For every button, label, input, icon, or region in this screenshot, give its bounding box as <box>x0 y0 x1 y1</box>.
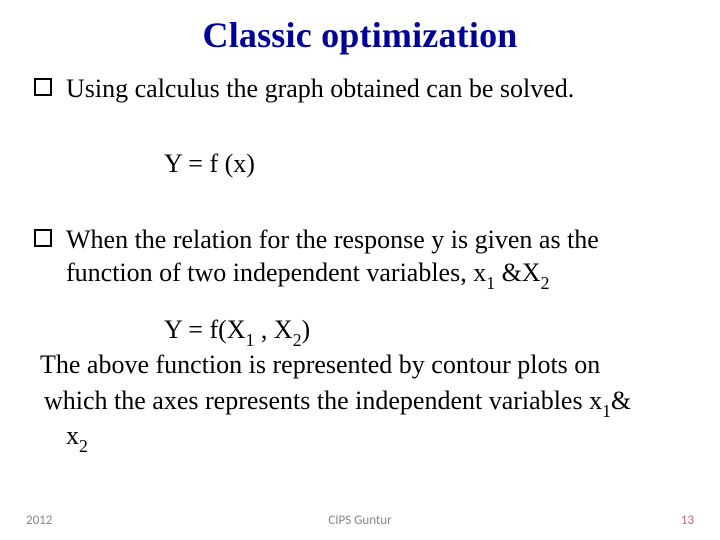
slide: Classic optimization Using calculus the … <box>0 0 720 540</box>
page-title: Classic optimization <box>0 14 720 56</box>
footer-center: CIPS Guntur <box>0 513 720 528</box>
equation-1: Y = f (x) <box>164 147 689 180</box>
bullet-text-line1: When the relation for the response y is … <box>66 225 599 254</box>
square-bullet-icon <box>34 229 52 247</box>
p2-pre: which the axes represents the independen… <box>44 386 602 415</box>
footer-page-number: 13 <box>681 513 694 528</box>
eq2-pre: Y = f(X <box>164 315 246 344</box>
bullet-item-1: Using calculus the graph obtained can be… <box>34 72 689 105</box>
paragraph-line: x2 <box>66 419 689 452</box>
eq2-post: ) <box>302 315 311 344</box>
subscript: 2 <box>79 436 88 456</box>
bullet-text-line2-mid: &X <box>495 258 541 287</box>
subscript: 2 <box>293 330 302 350</box>
subscript: 1 <box>246 330 255 350</box>
eq2-mid: , X <box>254 315 292 344</box>
subscript: 1 <box>602 401 611 421</box>
p3-pre: x <box>66 421 79 450</box>
subscript: 2 <box>541 273 550 293</box>
slide-body: Using calculus the graph obtained can be… <box>34 72 689 452</box>
paragraph-line: The above function is represented by con… <box>40 348 689 381</box>
bullet-text-line2-pre: function of two independent variables, x <box>66 258 486 287</box>
p2-amp: & <box>611 386 631 415</box>
bullet-text: Using calculus the graph obtained can be… <box>66 74 574 103</box>
square-bullet-icon <box>34 78 52 96</box>
bullet-item-2: When the relation for the response y is … <box>34 223 689 290</box>
equation-2: Y = f(X1 , X2) <box>164 313 689 346</box>
paragraph-line: which the axes represents the independen… <box>44 384 689 417</box>
subscript: 1 <box>486 273 495 293</box>
